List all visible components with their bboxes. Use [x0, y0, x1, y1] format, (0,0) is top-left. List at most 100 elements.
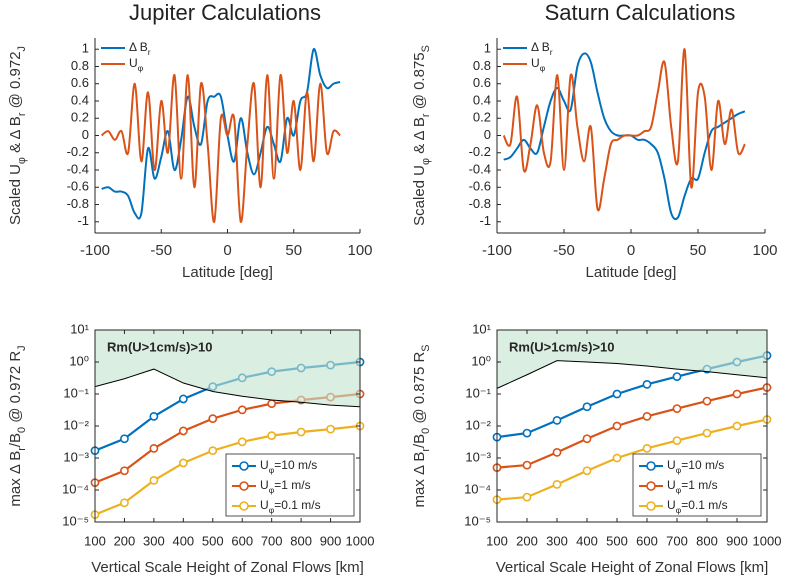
x-tick-label: 0 — [223, 242, 231, 259]
text-part: @ 0.875 — [411, 52, 428, 113]
data-point — [552, 479, 562, 489]
text-part: J — [16, 345, 28, 350]
y-tick-label: 0 — [82, 127, 89, 142]
text-part: S — [420, 345, 432, 352]
y-tick-label: -0.2 — [67, 144, 89, 159]
y-tick-label: -0.6 — [67, 179, 89, 194]
x-tick-label: 400 — [172, 533, 194, 548]
data-line — [100, 74, 341, 223]
y-tick-label: 10⁻⁴ — [62, 481, 89, 496]
x-tick-label: 600 — [636, 533, 658, 548]
data-point — [178, 394, 188, 404]
text-part: U — [260, 498, 269, 512]
annotation: Rm(U>1cm/s)>10 — [509, 339, 615, 354]
text-part: @ 0.972 R — [7, 351, 24, 427]
x-tick-label: 900 — [320, 533, 342, 548]
y-tick-label: 10⁻³ — [465, 449, 491, 464]
legend-label: Uφ=10 m/s — [260, 458, 317, 475]
text-part: 0 — [16, 427, 28, 433]
y-tick-label: 0.2 — [473, 110, 491, 125]
x-tick-label: 100 — [84, 533, 106, 548]
text-part: U — [129, 56, 138, 70]
x-tick-label: 100 — [347, 242, 372, 259]
data-point — [552, 447, 562, 457]
text-part: =10 m/s — [274, 458, 317, 472]
data-point — [642, 411, 652, 421]
x-tick-label: 200 — [516, 533, 538, 548]
data-point — [582, 402, 592, 412]
text-part: /B — [411, 434, 428, 448]
y-axis-label: max Δ Br/B0 @ 0.875 RS — [411, 345, 432, 508]
legend-label: Uφ=1 m/s — [667, 478, 718, 495]
text-part: U — [667, 478, 676, 492]
text-part: & Δ B — [7, 116, 24, 157]
text-part: φ — [269, 485, 275, 495]
data-line — [94, 424, 361, 516]
x-tick-label: 200 — [114, 533, 136, 548]
text-part: max Δ B — [7, 451, 24, 507]
text-part: r — [148, 47, 151, 57]
text-part: J — [16, 46, 28, 51]
data-point — [267, 399, 277, 409]
x-tick-label: 900 — [726, 533, 748, 548]
data-point — [522, 428, 532, 438]
y-tick-label: -1 — [479, 213, 491, 228]
data-point — [702, 396, 712, 406]
data-point — [178, 458, 188, 468]
text-part: Δ B — [129, 40, 148, 54]
x-tick-label: 0 — [627, 242, 635, 259]
text-part: φ — [540, 63, 546, 73]
data-point — [522, 460, 532, 470]
text-part: U — [260, 458, 269, 472]
x-tick-label: 300 — [143, 533, 165, 548]
x-tick-label: 700 — [261, 533, 283, 548]
chart-title: Jupiter Calculations — [129, 0, 321, 25]
y-tick-label: 0.6 — [473, 75, 491, 90]
data-point — [149, 475, 159, 485]
y-tick-label: 10⁰ — [69, 353, 89, 368]
legend-marker — [239, 461, 249, 471]
text-part: Δ B — [531, 40, 550, 54]
y-tick-label: 10¹ — [70, 321, 89, 336]
text-part: max Δ B — [411, 452, 428, 508]
x-tick-label: 800 — [696, 533, 718, 548]
y-tick-label: -0.8 — [67, 196, 89, 211]
y-tick-label: 10⁻⁴ — [464, 481, 491, 496]
y-tick-label: 0.4 — [71, 92, 89, 107]
legend-marker — [239, 481, 249, 491]
data-point — [149, 411, 159, 421]
y-tick-label: 10⁻⁵ — [62, 513, 89, 528]
text-part: @ 0.875 R — [411, 352, 428, 428]
text-part: φ — [138, 63, 144, 73]
x-tick-label: 700 — [666, 533, 688, 548]
x-axis-label: Vertical Scale Height of Zonal Flows [km… — [91, 559, 364, 576]
y-axis-label: Scaled Uφ & Δ Br @ 0.875S — [411, 45, 432, 226]
y-tick-label: 0.4 — [473, 92, 491, 107]
text-part: =1 m/s — [681, 478, 717, 492]
y-tick-label: 1 — [82, 41, 89, 56]
data-line — [502, 48, 746, 212]
data-point — [642, 443, 652, 453]
shade-region — [497, 330, 767, 389]
legend-label: Uφ=10 m/s — [667, 458, 724, 475]
x-tick-label: 400 — [576, 533, 598, 548]
x-tick-label: 500 — [606, 533, 628, 548]
text-part: φ — [676, 465, 682, 475]
x-tick-label: 500 — [202, 533, 224, 548]
text-part: r — [16, 112, 28, 116]
data-point — [642, 379, 652, 389]
text-part: U — [667, 498, 676, 512]
y-tick-label: 0 — [484, 127, 491, 142]
data-point — [178, 426, 188, 436]
y-tick-label: 10⁰ — [471, 353, 491, 368]
legend-label: Uφ — [129, 56, 144, 73]
text-part: U — [667, 458, 676, 472]
legend-marker — [646, 461, 656, 471]
text-part: U — [531, 56, 540, 70]
x-axis-label: Latitude [deg] — [182, 264, 273, 281]
text-part: @ 0.972 — [7, 51, 24, 112]
text-part: 0 — [420, 428, 432, 434]
text-part: φ — [16, 157, 28, 164]
y-tick-label: 0.8 — [71, 58, 89, 73]
x-tick-label: -100 — [482, 242, 512, 259]
